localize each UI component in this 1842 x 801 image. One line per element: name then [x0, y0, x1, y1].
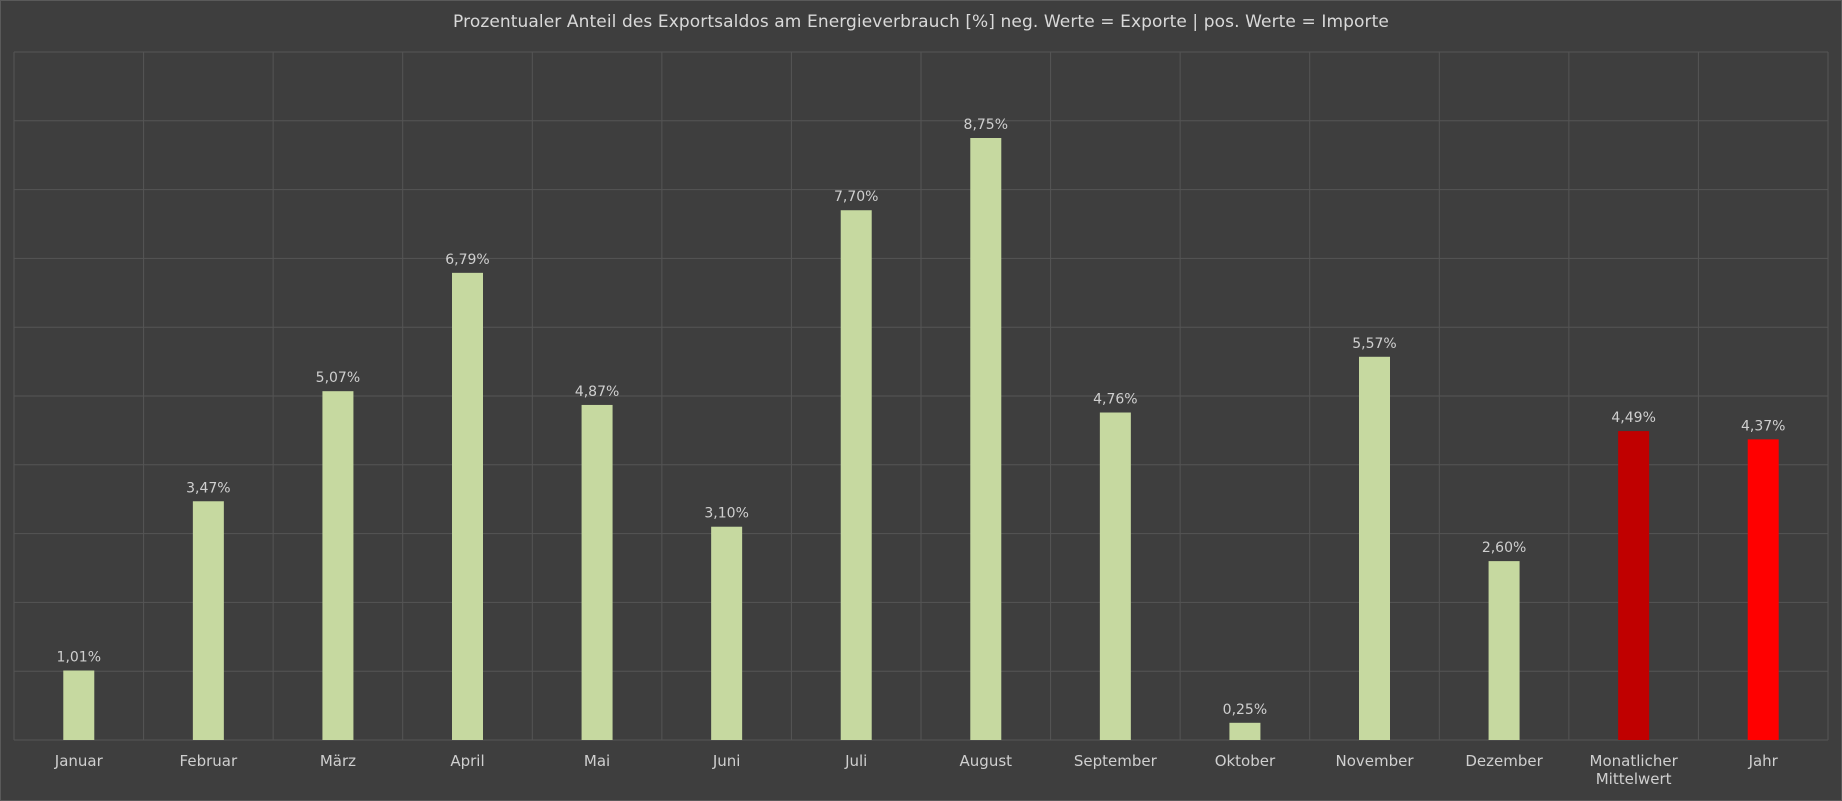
data-label: 5,07%: [316, 370, 360, 386]
category-label: Januar: [54, 752, 104, 770]
data-label: 0,25%: [1223, 702, 1267, 718]
chart-title: Prozentualer Anteil des Exportsaldos am …: [453, 12, 1389, 32]
bar: [192, 501, 224, 740]
data-label: 5,57%: [1352, 336, 1396, 352]
bar: [1747, 439, 1779, 740]
bar: [63, 670, 95, 740]
data-label: 4,49%: [1611, 410, 1655, 426]
category-label: März: [320, 752, 356, 770]
category-label: Juni: [712, 752, 741, 770]
bar: [322, 391, 354, 740]
category-label: November: [1335, 752, 1414, 770]
bar: [711, 526, 743, 740]
category-label: April: [450, 752, 484, 770]
bar: [970, 138, 1002, 740]
data-label: 8,75%: [964, 117, 1008, 133]
data-label: 3,47%: [186, 480, 230, 496]
category-label: Juli: [844, 752, 867, 770]
data-label: 4,76%: [1093, 392, 1137, 408]
category-label: Monatlicher Mittelwert: [1590, 752, 1679, 788]
data-label: 3,10%: [704, 506, 748, 522]
data-label: 2,60%: [1482, 540, 1526, 556]
data-label: 7,70%: [834, 189, 878, 205]
bar: [452, 272, 483, 740]
data-label: 4,37%: [1741, 418, 1785, 434]
category-label: Jahr: [1748, 752, 1779, 770]
bar: [1359, 356, 1390, 740]
data-label: 1,01%: [57, 650, 101, 666]
bar: [1618, 431, 1650, 740]
bar: [840, 210, 872, 741]
category-label: August: [960, 752, 1013, 770]
data-label: 6,79%: [445, 252, 489, 268]
category-label: September: [1074, 752, 1158, 770]
bar: [1488, 561, 1520, 740]
bar: [1229, 722, 1261, 740]
bar: [581, 404, 613, 740]
data-label: 4,87%: [575, 384, 619, 400]
category-label: Februar: [180, 752, 238, 770]
category-label: Mai: [584, 752, 610, 770]
category-label: Dezember: [1465, 752, 1543, 770]
bar: [1099, 412, 1131, 740]
category-label: Oktober: [1215, 752, 1276, 770]
